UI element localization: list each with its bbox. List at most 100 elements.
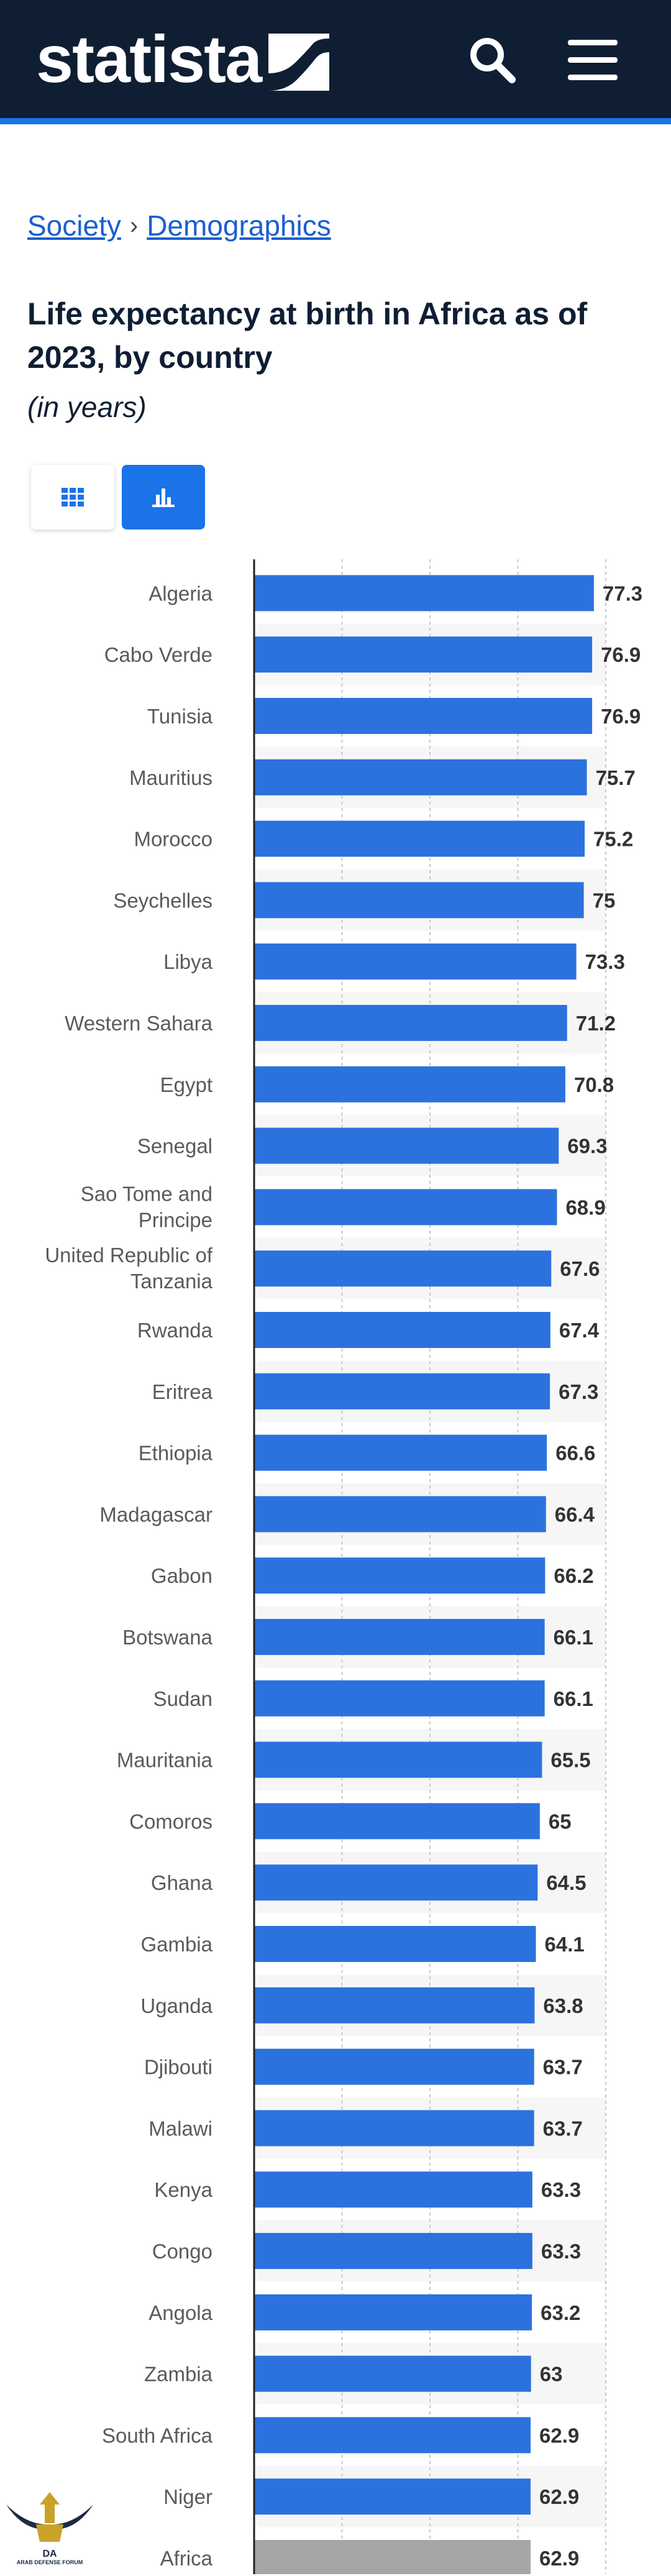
bar-egypt[interactable] [254, 1066, 565, 1102]
bar-sao-tome-and-principe[interactable] [254, 1189, 557, 1226]
value-label: 66.4 [555, 1503, 595, 1526]
value-label: 63.2 [541, 2301, 580, 2324]
value-label: 64.1 [545, 1933, 585, 1956]
category-label: Seychelles [113, 889, 212, 912]
value-label: 75.2 [593, 828, 633, 851]
bar-angola[interactable] [254, 2294, 532, 2331]
statista-logo-mark-icon [268, 34, 330, 91]
bar-gabon[interactable] [254, 1557, 545, 1594]
grid-icon [62, 488, 84, 506]
breadcrumb-society-link[interactable]: Society [27, 209, 121, 242]
bar-zambia[interactable] [254, 2355, 531, 2392]
category-label: South Africa [102, 2424, 213, 2447]
bar-senegal[interactable] [254, 1127, 559, 1164]
breadcrumb-separator: › [129, 211, 139, 239]
bar-libya[interactable] [254, 943, 577, 980]
chart-subtitle: (in years) [27, 391, 147, 423]
bar-mauritius[interactable] [254, 759, 587, 795]
bar-rwanda[interactable] [254, 1312, 550, 1348]
bar-sudan[interactable] [254, 1680, 545, 1717]
bar-madagascar[interactable] [254, 1496, 546, 1533]
value-label: 69.3 [567, 1135, 607, 1158]
bar-africa[interactable] [254, 2540, 531, 2574]
breadcrumb: Society › Demographics [27, 209, 331, 242]
bar-algeria[interactable] [254, 575, 594, 612]
category-label: Congo [152, 2240, 212, 2263]
category-label: United Republic of Tanzania [45, 1244, 212, 1293]
bar-kenya[interactable] [254, 2171, 532, 2208]
search-icon[interactable] [467, 35, 517, 85]
value-label: 67.6 [560, 1257, 600, 1280]
value-label: 62.9 [539, 2424, 579, 2447]
bar-uganda[interactable] [254, 1987, 535, 2024]
bar-mauritania[interactable] [254, 1741, 542, 1778]
category-label: Sudan [153, 1687, 212, 1710]
category-label: Algeria [148, 582, 212, 605]
table-view-button[interactable] [31, 465, 114, 529]
category-label: Ghana [151, 1871, 213, 1894]
category-label: Angola [148, 2301, 212, 2324]
hamburger-menu-icon[interactable] [567, 37, 619, 82]
brand-name: statista [36, 21, 262, 96]
bar-united-republic-of-tanzania[interactable] [254, 1250, 552, 1287]
value-label: 64.5 [546, 1871, 586, 1894]
value-label: 76.9 [601, 643, 641, 666]
category-label: Egypt [160, 1073, 212, 1096]
bar-gambia[interactable] [254, 1926, 536, 1962]
category-label: Morocco [134, 828, 212, 851]
bar-chart-icon [152, 488, 175, 507]
bar-south-africa[interactable] [254, 2417, 531, 2454]
bar-niger[interactable] [254, 2478, 531, 2515]
bar-western-sahara[interactable] [254, 1005, 567, 1041]
bar-congo[interactable] [254, 2233, 532, 2269]
statista-logo[interactable]: statista [36, 19, 330, 99]
category-label: Africa [160, 2547, 213, 2570]
page-title: Life expectancy at birth in Africa as of… [27, 296, 588, 375]
bar-comoros[interactable] [254, 1803, 540, 1840]
bar-seychelles[interactable] [254, 882, 584, 919]
bar-cabo-verde[interactable] [254, 636, 593, 673]
category-label: Malawi [148, 2117, 212, 2140]
bar-eritrea[interactable] [254, 1373, 550, 1409]
value-label: 63.7 [543, 2056, 583, 2079]
bar-tunisia[interactable] [254, 698, 593, 734]
category-label: Madagascar [99, 1503, 212, 1526]
category-label: Libya [163, 950, 213, 973]
value-label: 65.5 [550, 1749, 590, 1772]
category-label: Eritrea [152, 1380, 213, 1403]
bar-morocco[interactable] [254, 820, 585, 857]
category-label: Tunisia [147, 705, 213, 728]
view-toggle [31, 465, 205, 529]
arab-defense-forum-watermark: DA ARAB DEFENSE FORUM [0, 2480, 99, 2573]
bar-malawi[interactable] [254, 2110, 534, 2147]
chart-view-button[interactable] [122, 465, 205, 529]
category-label: Mauritius [129, 766, 212, 789]
value-label: 66.1 [554, 1626, 593, 1649]
category-label: Uganda [140, 1994, 212, 2017]
value-label: 75.7 [596, 766, 636, 789]
category-label: Zambia [144, 2363, 213, 2386]
category-label: Western Sahara [65, 1012, 212, 1035]
value-label: 63.3 [541, 2240, 581, 2263]
life-expectancy-bar-chart: 77.3 Algeria 76.9 Cabo Verde 76.9 Tunisia 75.7… [45, 559, 642, 2574]
category-label: Kenya [154, 2178, 212, 2201]
value-label: 62.9 [539, 2547, 579, 2570]
bar-djibouti[interactable] [254, 2048, 534, 2085]
category-label: Ethiopia [139, 1442, 213, 1465]
value-label: 73.3 [585, 950, 625, 973]
category-label: Rwanda [137, 1319, 213, 1342]
value-label: 66.1 [554, 1687, 593, 1710]
category-label: Comoros [129, 1810, 212, 1833]
bar-botswana[interactable] [254, 1619, 545, 1655]
bar-ethiopia[interactable] [254, 1434, 547, 1471]
value-label: 68.9 [565, 1196, 605, 1219]
value-label: 62.9 [539, 2485, 579, 2508]
category-label: Gabon [151, 1564, 212, 1587]
category-label: Senegal [137, 1135, 212, 1158]
value-label: 63 [540, 2363, 563, 2386]
bar-ghana[interactable] [254, 1864, 538, 1901]
value-label: 75 [593, 889, 616, 912]
value-label: 66.6 [555, 1442, 595, 1465]
breadcrumb-demographics-link[interactable]: Demographics [147, 209, 331, 242]
svg-text:DA: DA [42, 2549, 57, 2559]
